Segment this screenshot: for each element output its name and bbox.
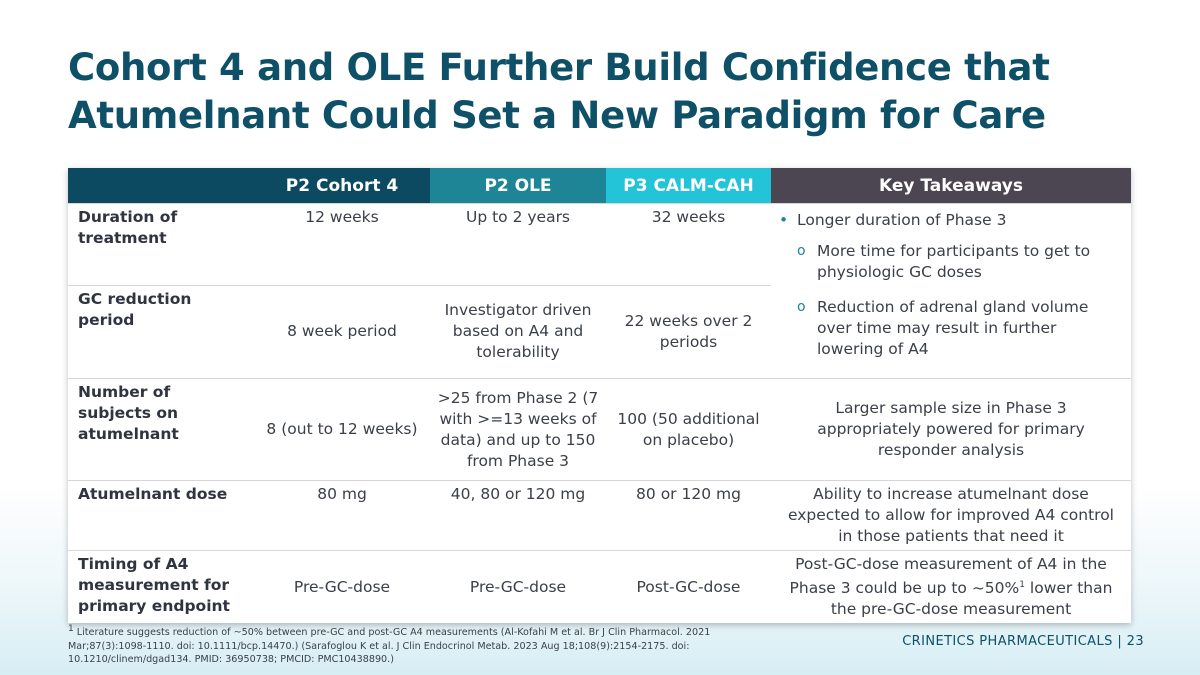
slide-title: Cohort 4 and OLE Further Build Confidenc… — [68, 44, 1158, 140]
table-row: Atumelnant dose 80 mg 40, 80 or 120 mg 8… — [68, 480, 1131, 551]
footnote-text: Literature suggests reduction of ~50% be… — [68, 627, 711, 666]
title-line-1: Cohort 4 and OLE Further Build Confidenc… — [68, 46, 1050, 89]
company-name: CRINETICS PHARMACEUTICALS — [902, 634, 1113, 649]
slide-footer: CRINETICS PHARMACEUTICALS | 23 — [902, 634, 1144, 649]
cell-p2-cohort-4: 8 (out to 12 weeks) — [254, 378, 430, 481]
takeaway-sub-bullet: Reduction of adrenal gland volume over t… — [775, 297, 1121, 360]
table-row: GC reduction period 8 week period Invest… — [68, 284, 1131, 379]
cell-p3-calm-cah: 80 or 120 mg — [606, 480, 771, 551]
cell-p2-cohort-4: Pre-GC-dose — [254, 550, 430, 624]
takeaway-bullet: Longer duration of Phase 3 — [775, 210, 1121, 231]
cell-p2-ole: Investigator driven based on A4 and tole… — [430, 284, 606, 379]
header-p3-calm-cah: P3 CALM-CAH — [606, 168, 771, 204]
cell-p2-cohort-4: 8 week period — [254, 284, 430, 379]
title-line-2: Atumelnant Could Set a New Paradigm for … — [68, 94, 1046, 137]
cell-p2-ole: Up to 2 years — [430, 203, 606, 286]
footer-separator: | — [1117, 634, 1123, 649]
takeaway-text-a: Post-GC-dose measurement of A4 in the Ph… — [789, 555, 1107, 598]
table-row: Number of subjects on atumelnant 8 (out … — [68, 378, 1131, 481]
row-label: Number of subjects on atumelnant — [68, 378, 254, 481]
cell-p3-calm-cah: 100 (50 additional on placebo) — [606, 378, 771, 481]
header-key-takeaways: Key Takeaways — [771, 168, 1131, 204]
footnote-ref: 1 — [1019, 580, 1025, 590]
takeaway-sub-bullet: More time for participants to get to phy… — [775, 241, 1121, 283]
cell-p2-ole: Pre-GC-dose — [430, 550, 606, 624]
cell-key-takeaway: Larger sample size in Phase 3 appropriat… — [771, 378, 1131, 481]
header-p2-cohort-4: P2 Cohort 4 — [254, 168, 430, 204]
page-number: 23 — [1126, 634, 1144, 649]
comparison-table: P2 Cohort 4 P2 OLE P3 CALM-CAH Key Takea… — [68, 168, 1131, 624]
cell-p2-ole: >25 from Phase 2 (7 with >=13 weeks of d… — [430, 378, 606, 481]
cell-key-takeaway: Ability to increase atumelnant dose expe… — [771, 480, 1131, 551]
header-p2-ole: P2 OLE — [430, 168, 606, 204]
table-row: Duration of treatment 12 weeks Up to 2 y… — [68, 203, 1131, 379]
table-header-row: P2 Cohort 4 P2 OLE P3 CALM-CAH Key Takea… — [68, 168, 1131, 204]
takeaway-text-b: lower than the pre-GC-dose measurement — [830, 579, 1113, 619]
footnote-marker: 1 — [68, 624, 74, 634]
cell-p3-calm-cah: Post-GC-dose — [606, 550, 771, 624]
row-label: Timing of A4 measurement for primary end… — [68, 550, 254, 624]
cell-p3-calm-cah: 32 weeks — [606, 203, 771, 286]
cell-p2-cohort-4: 12 weeks — [254, 203, 430, 286]
cell-p3-calm-cah: 22 weeks over 2 periods — [606, 284, 771, 379]
footnote: 1 Literature suggests reduction of ~50% … — [68, 623, 738, 667]
table-row: Timing of A4 measurement for primary end… — [68, 550, 1131, 624]
cell-key-takeaway: Post-GC-dose measurement of A4 in the Ph… — [771, 550, 1131, 624]
header-empty — [68, 168, 254, 204]
row-label: Atumelnant dose — [68, 480, 254, 551]
cell-key-takeaway-merged: Longer duration of Phase 3 More time for… — [771, 203, 1131, 379]
row-label: GC reduction period — [68, 284, 254, 379]
cell-p2-ole: 40, 80 or 120 mg — [430, 480, 606, 551]
row-label: Duration of treatment — [68, 203, 254, 286]
cell-p2-cohort-4: 80 mg — [254, 480, 430, 551]
